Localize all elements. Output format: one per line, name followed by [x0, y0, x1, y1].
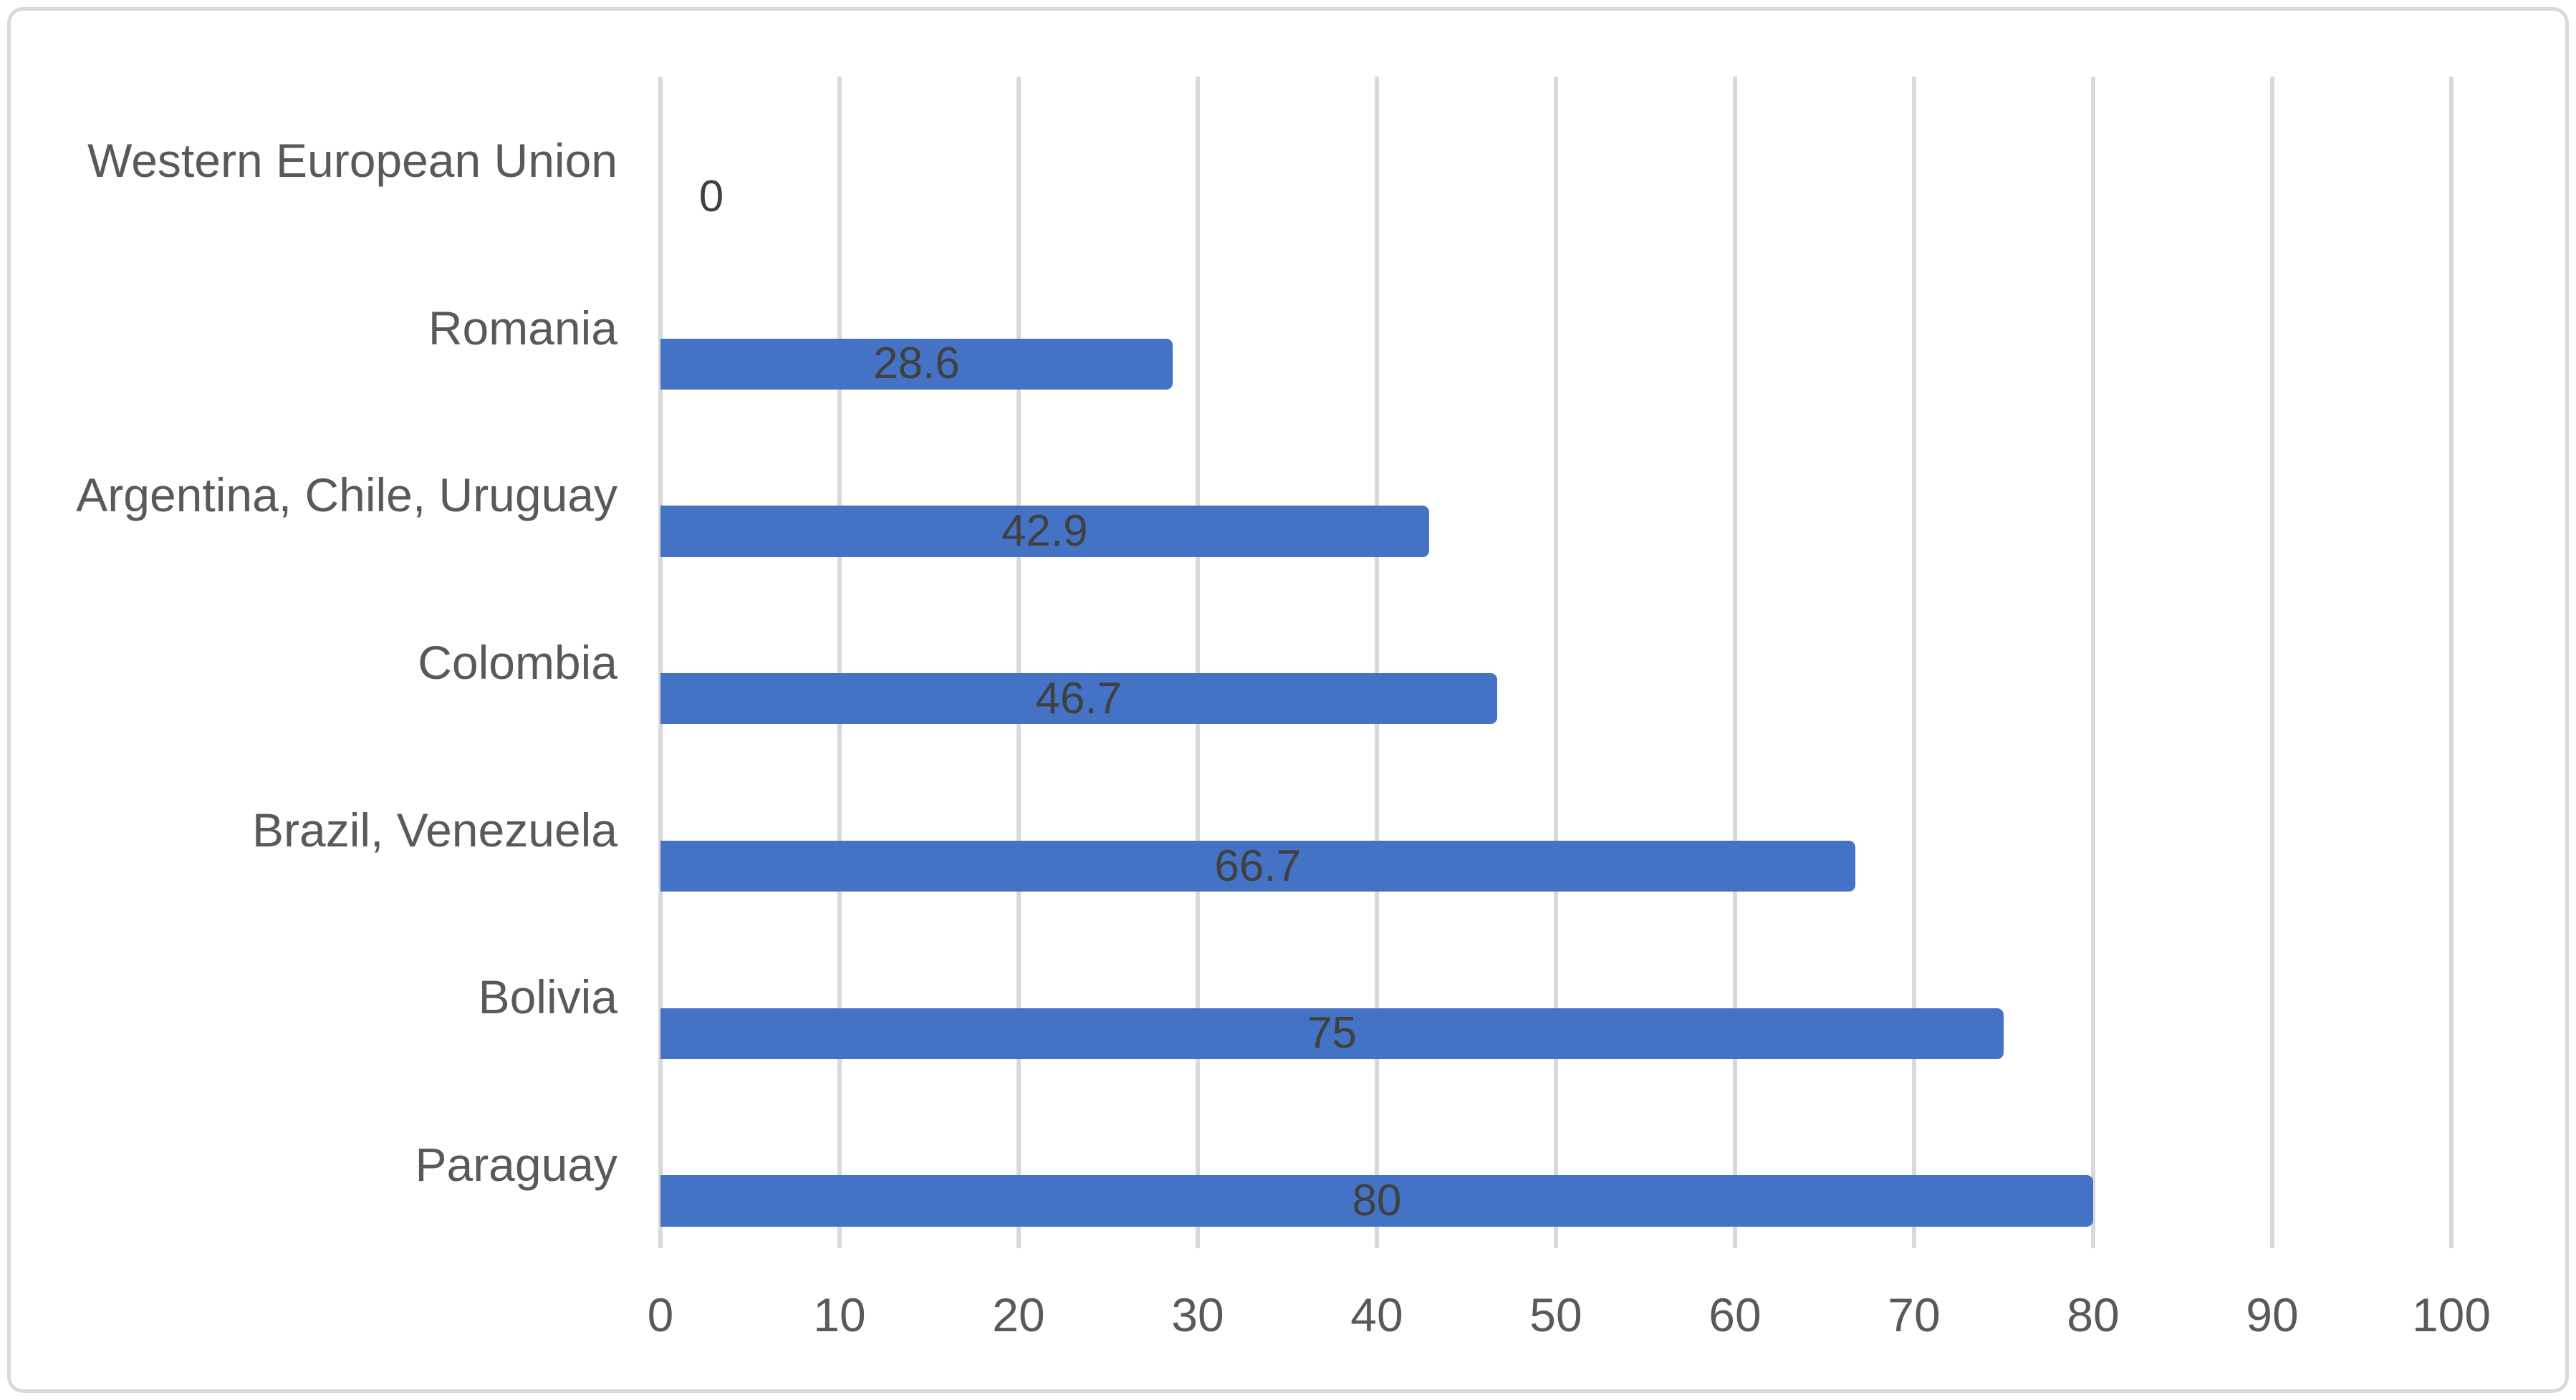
bar-value-label: 80 — [1352, 1175, 1402, 1225]
gridline — [837, 77, 842, 1248]
x-tick-label: 40 — [1350, 1288, 1403, 1341]
x-tick-label: 80 — [2067, 1288, 2120, 1341]
x-tick-label: 0 — [647, 1288, 674, 1341]
gridline — [2091, 77, 2095, 1248]
gridline — [1912, 77, 1916, 1248]
x-axis: 0 10 20 30 40 50 60 70 80 90 100 — [648, 1248, 2491, 1363]
gridline — [658, 77, 663, 1248]
gridline — [1196, 77, 1200, 1248]
gridline — [2449, 77, 2454, 1248]
category-label: Brazil, Venezuela — [252, 803, 617, 856]
category-row: Romania 28.6 — [428, 244, 2451, 412]
bar-value-label: 28.6 — [873, 339, 960, 389]
x-tick-label: 20 — [992, 1288, 1045, 1341]
category-label: Western European Union — [87, 133, 617, 187]
gridline — [1733, 77, 1737, 1248]
bar: 28.6 — [660, 338, 1173, 390]
gridline — [1017, 77, 1021, 1248]
bar: 66.7 — [660, 840, 1855, 892]
category-row: Colombia 46.7 — [418, 579, 2451, 746]
x-tick-label: 50 — [1529, 1288, 1582, 1341]
bar-value-label: 42.9 — [1001, 506, 1088, 556]
gridline — [1554, 77, 1558, 1248]
category-row: Paraguay 80 — [415, 1081, 2451, 1248]
category-label: Paraguay — [415, 1138, 617, 1192]
category-row: Western European Union 0 — [87, 77, 2451, 244]
bar-value-label: 0 — [698, 171, 724, 221]
x-tick-label: 10 — [813, 1288, 866, 1341]
x-tick-label: 90 — [2246, 1288, 2299, 1341]
x-tick-label: 30 — [1171, 1288, 1224, 1341]
category-row: Bolivia 75 — [479, 914, 2451, 1081]
bar: 46.7 — [660, 673, 1497, 725]
plot-area: Western European Union 0 Romania 28.6 Argent… — [76, 77, 2454, 1248]
x-tick-label: 60 — [1708, 1288, 1762, 1341]
category-label: Bolivia — [478, 970, 617, 1024]
bar: 75 — [660, 1008, 2004, 1059]
x-tick-label: 100 — [2411, 1288, 2491, 1341]
bar: 80 — [660, 1175, 2093, 1227]
category-row: Brazil, Venezuela 66.7 — [252, 746, 2451, 914]
bar-value-label: 75 — [1307, 1008, 1357, 1058]
bar-value-label: 66.7 — [1214, 841, 1302, 891]
gridline — [2270, 77, 2274, 1248]
x-tick-label: 70 — [1888, 1288, 1941, 1341]
category-label: Colombia — [418, 635, 617, 689]
gridline — [1375, 77, 1379, 1248]
bar: 42.9 — [660, 506, 1429, 557]
category-label: Argentina, Chile, Uruguay — [76, 468, 617, 522]
category-label: Romania — [428, 301, 617, 354]
category-row: Argentina, Chile, Uruguay 42.9 — [76, 411, 2451, 579]
bar-value-label: 46.7 — [1035, 673, 1123, 723]
